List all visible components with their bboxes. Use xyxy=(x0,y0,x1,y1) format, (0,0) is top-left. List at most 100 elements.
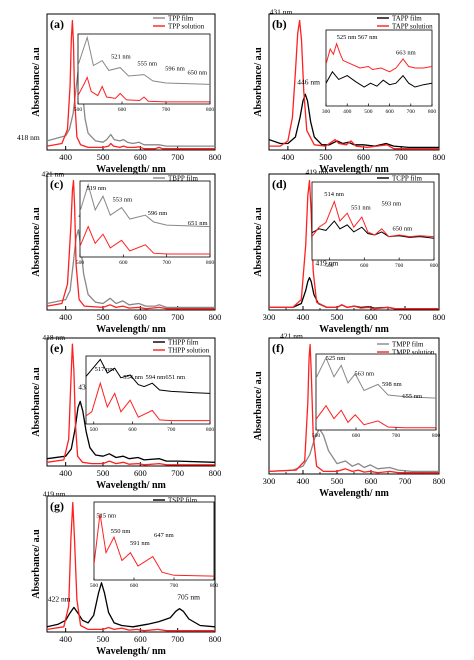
inset-frame xyxy=(315,353,437,431)
inset-peak-label: 651 nm xyxy=(188,220,208,227)
series-line-2 xyxy=(47,19,215,150)
chart-panel-7: 400 500 600 700 800 Wavelength/ nm Absorbance/… xyxy=(31,489,221,657)
x-axis-label: Wavelength/ nm xyxy=(96,164,166,175)
inset-x-tick-label: 700 xyxy=(162,107,171,113)
inset-series-line xyxy=(78,75,210,103)
inset-series-line xyxy=(86,381,210,422)
inset-x-tick-label: 800 xyxy=(432,433,441,439)
x-tick-label: 600 xyxy=(134,468,147,478)
inset-frame xyxy=(311,181,435,261)
x-tick-label: 300 xyxy=(263,476,276,486)
inset-x-tick-label: 500 xyxy=(90,583,99,589)
x-axis-label: Wavelength/ nm xyxy=(319,164,389,175)
peak-annotation: 419 nm xyxy=(315,259,338,268)
inset-panel: 500 600 700 800 515 nm 550 nm 591 nm 647 nm xyxy=(90,501,219,589)
inset-x-tick-label: 500 xyxy=(90,427,99,433)
x-tick-label: 700 xyxy=(395,152,408,162)
inset-x-tick-label: 500 xyxy=(325,263,334,269)
inset-panel: 500 600 700 800 519 nm 553 nm 596 nm 651 nm xyxy=(76,180,214,266)
inset-series-line xyxy=(78,35,210,85)
plot-frame xyxy=(46,13,216,151)
x-tick-label: 600 xyxy=(365,312,378,322)
x-tick-label: 800 xyxy=(209,152,222,162)
x-tick-label: 500 xyxy=(97,152,110,162)
x-tick-label: 700 xyxy=(399,312,412,322)
inset-x-tick-label: 600 xyxy=(385,109,394,115)
legend-label: TAPP film xyxy=(392,15,422,23)
x-tick-label: 800 xyxy=(209,312,222,322)
peak-annotation: 418 nm xyxy=(17,133,40,142)
legend-label: TSPP film xyxy=(168,497,198,505)
panel-label: (a) xyxy=(50,17,64,31)
x-tick-label: 700 xyxy=(171,468,184,478)
inset-panel: 300 400 500 600 700 800 525 nm 567 nm 663 nm xyxy=(322,29,436,115)
inset-peak-label: 655 nm xyxy=(402,393,422,400)
inset-peak-label: 519 nm xyxy=(87,185,107,192)
inset-x-tick-label: 700 xyxy=(392,433,401,439)
inset-peak-label: 596 nm xyxy=(165,65,185,72)
x-tick-label: 800 xyxy=(433,476,446,486)
x-tick-label: 700 xyxy=(171,152,184,162)
series-line-1 xyxy=(269,93,439,149)
inset-peak-label: 550 nm xyxy=(111,528,131,535)
inset-frame xyxy=(77,33,211,105)
x-tick-label: 800 xyxy=(433,152,446,162)
x-tick-label: 400 xyxy=(59,468,72,478)
y-axis-label: Absorbance/ a.u xyxy=(31,47,42,117)
peak-annotation: 705 nm xyxy=(177,592,200,601)
chart-panel-2: 400 500 600 700 800 Wavelength/ nm Absorbance/… xyxy=(253,7,445,175)
inset-peak-label: 594 nm xyxy=(146,374,166,381)
x-tick-label: 500 xyxy=(331,476,344,486)
inset-x-tick-label: 500 xyxy=(364,109,373,115)
series-line-2 xyxy=(47,343,215,466)
x-tick-label: 600 xyxy=(134,152,147,162)
inset-x-tick-label: 600 xyxy=(128,427,137,433)
x-tick-label: 500 xyxy=(97,468,110,478)
inset-x-tick-label: 700 xyxy=(395,263,404,269)
inset-peak-label: 555 nm xyxy=(137,61,157,68)
plot-frame xyxy=(268,13,440,151)
x-tick-label: 600 xyxy=(357,152,370,162)
x-tick-label: 400 xyxy=(282,152,295,162)
peak-annotation: 421 nm xyxy=(42,169,65,178)
y-axis-label: Absorbance/ a.u xyxy=(253,207,264,277)
x-axis-label: Wavelength/ nm xyxy=(96,480,166,491)
inset-peak-label: 593 nm xyxy=(382,200,402,207)
inset-series-line xyxy=(316,356,436,399)
chart-panel-5: 400 500 600 700 800 Wavelength/ nm Absorbance/… xyxy=(31,333,221,491)
series-line-1 xyxy=(47,229,215,309)
inset-peak-label: 551 nm xyxy=(351,204,371,211)
inset-x-tick-label: 800 xyxy=(206,107,215,113)
inset-x-tick-label: 800 xyxy=(210,583,219,589)
x-tick-label: 500 xyxy=(97,312,110,322)
peak-annotation: 418 nm xyxy=(42,333,65,342)
inset-x-tick-label: 600 xyxy=(118,107,127,113)
x-tick-label: 600 xyxy=(134,312,147,322)
x-axis-label: Wavelength/ nm xyxy=(319,324,389,335)
inset-peak-label: 521 nm xyxy=(111,54,131,61)
x-tick-label: 300 xyxy=(263,312,276,322)
x-tick-label: 500 xyxy=(319,152,332,162)
legend-label: THPP solution xyxy=(168,347,210,355)
plot-frame xyxy=(46,495,216,633)
inset-x-tick-label: 600 xyxy=(130,583,139,589)
legend-label: TPP solution xyxy=(168,23,205,31)
plot-frame xyxy=(46,337,216,467)
inset-peak-label: 650 nm xyxy=(393,225,413,232)
panel-label: (f) xyxy=(272,341,284,355)
inset-peak-label: 514 nm xyxy=(324,191,344,198)
inset-peak-label: 596 nm xyxy=(148,210,168,217)
inset-peak-label: 517 nm xyxy=(95,366,115,373)
x-tick-label: 700 xyxy=(399,476,412,486)
inset-series-line xyxy=(326,70,432,88)
inset-peak-label: 651 nm xyxy=(165,374,185,381)
x-tick-label: 400 xyxy=(59,152,72,162)
inset-panel: 500 600 700 800 517 nm 554 nm 594 nm 651 nm xyxy=(85,355,215,433)
inset-series-line xyxy=(80,183,210,228)
series-line-1 xyxy=(269,276,439,310)
inset-x-tick-label: 800 xyxy=(206,427,215,433)
x-tick-label: 400 xyxy=(297,476,310,486)
y-axis-label: Absorbance/ a.u xyxy=(253,47,264,117)
